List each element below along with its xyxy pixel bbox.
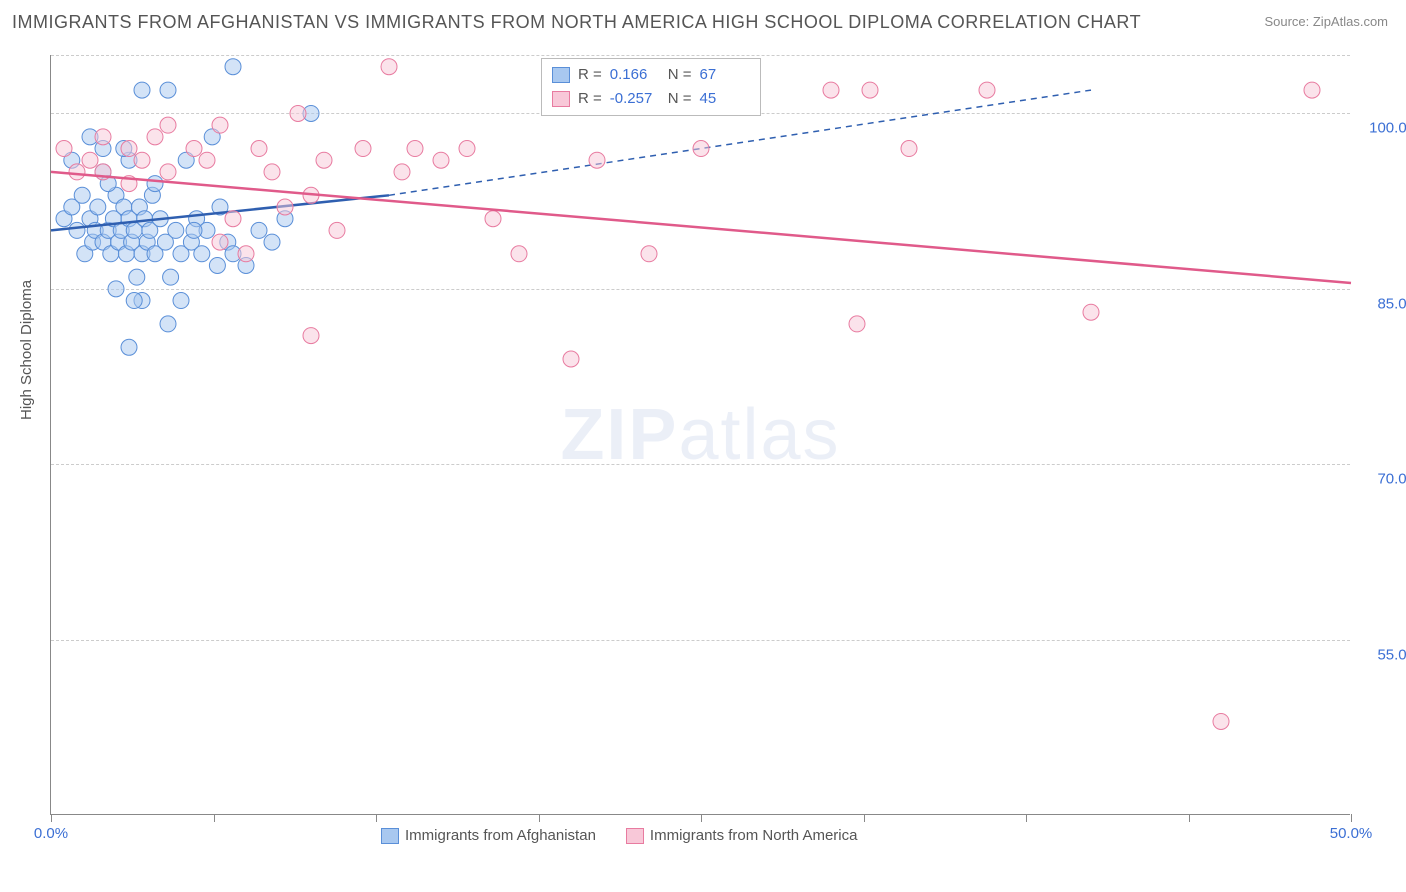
- r-value-2: -0.257: [610, 87, 660, 111]
- n-value-2: 45: [700, 87, 750, 111]
- bottom-legend: Immigrants from Afghanistan Immigrants f…: [381, 827, 857, 844]
- n-label-2: N =: [668, 87, 692, 111]
- legend-label-1: Immigrants from Afghanistan: [405, 827, 596, 844]
- r-label-2: R =: [578, 87, 602, 111]
- n-value-1: 67: [700, 63, 750, 87]
- y-axis-label: High School Diploma: [18, 280, 35, 420]
- n-label-1: N =: [668, 63, 692, 87]
- r-label-1: R =: [578, 63, 602, 87]
- scatter-svg: [51, 55, 1350, 814]
- swatch-afghanistan: [552, 67, 570, 83]
- correlation-row-1: R = 0.166 N = 67: [552, 63, 750, 87]
- plot-area: ZIPatlas 55.0%70.0%85.0%100.0%0.0%50.0% …: [50, 55, 1350, 815]
- swatch-north-america: [552, 91, 570, 107]
- source-label: Source: ZipAtlas.com: [1264, 14, 1388, 29]
- correlation-row-2: R = -0.257 N = 45: [552, 87, 750, 111]
- chart-title: IMMIGRANTS FROM AFGHANISTAN VS IMMIGRANT…: [12, 12, 1141, 33]
- r-value-1: 0.166: [610, 63, 660, 87]
- correlation-box: R = 0.166 N = 67 R = -0.257 N = 45: [541, 58, 761, 116]
- legend-swatch-afghanistan: [381, 828, 399, 844]
- legend-item-1: Immigrants from Afghanistan: [381, 827, 596, 844]
- legend-label-2: Immigrants from North America: [650, 827, 858, 844]
- legend-swatch-north-america: [626, 828, 644, 844]
- legend-item-2: Immigrants from North America: [626, 827, 858, 844]
